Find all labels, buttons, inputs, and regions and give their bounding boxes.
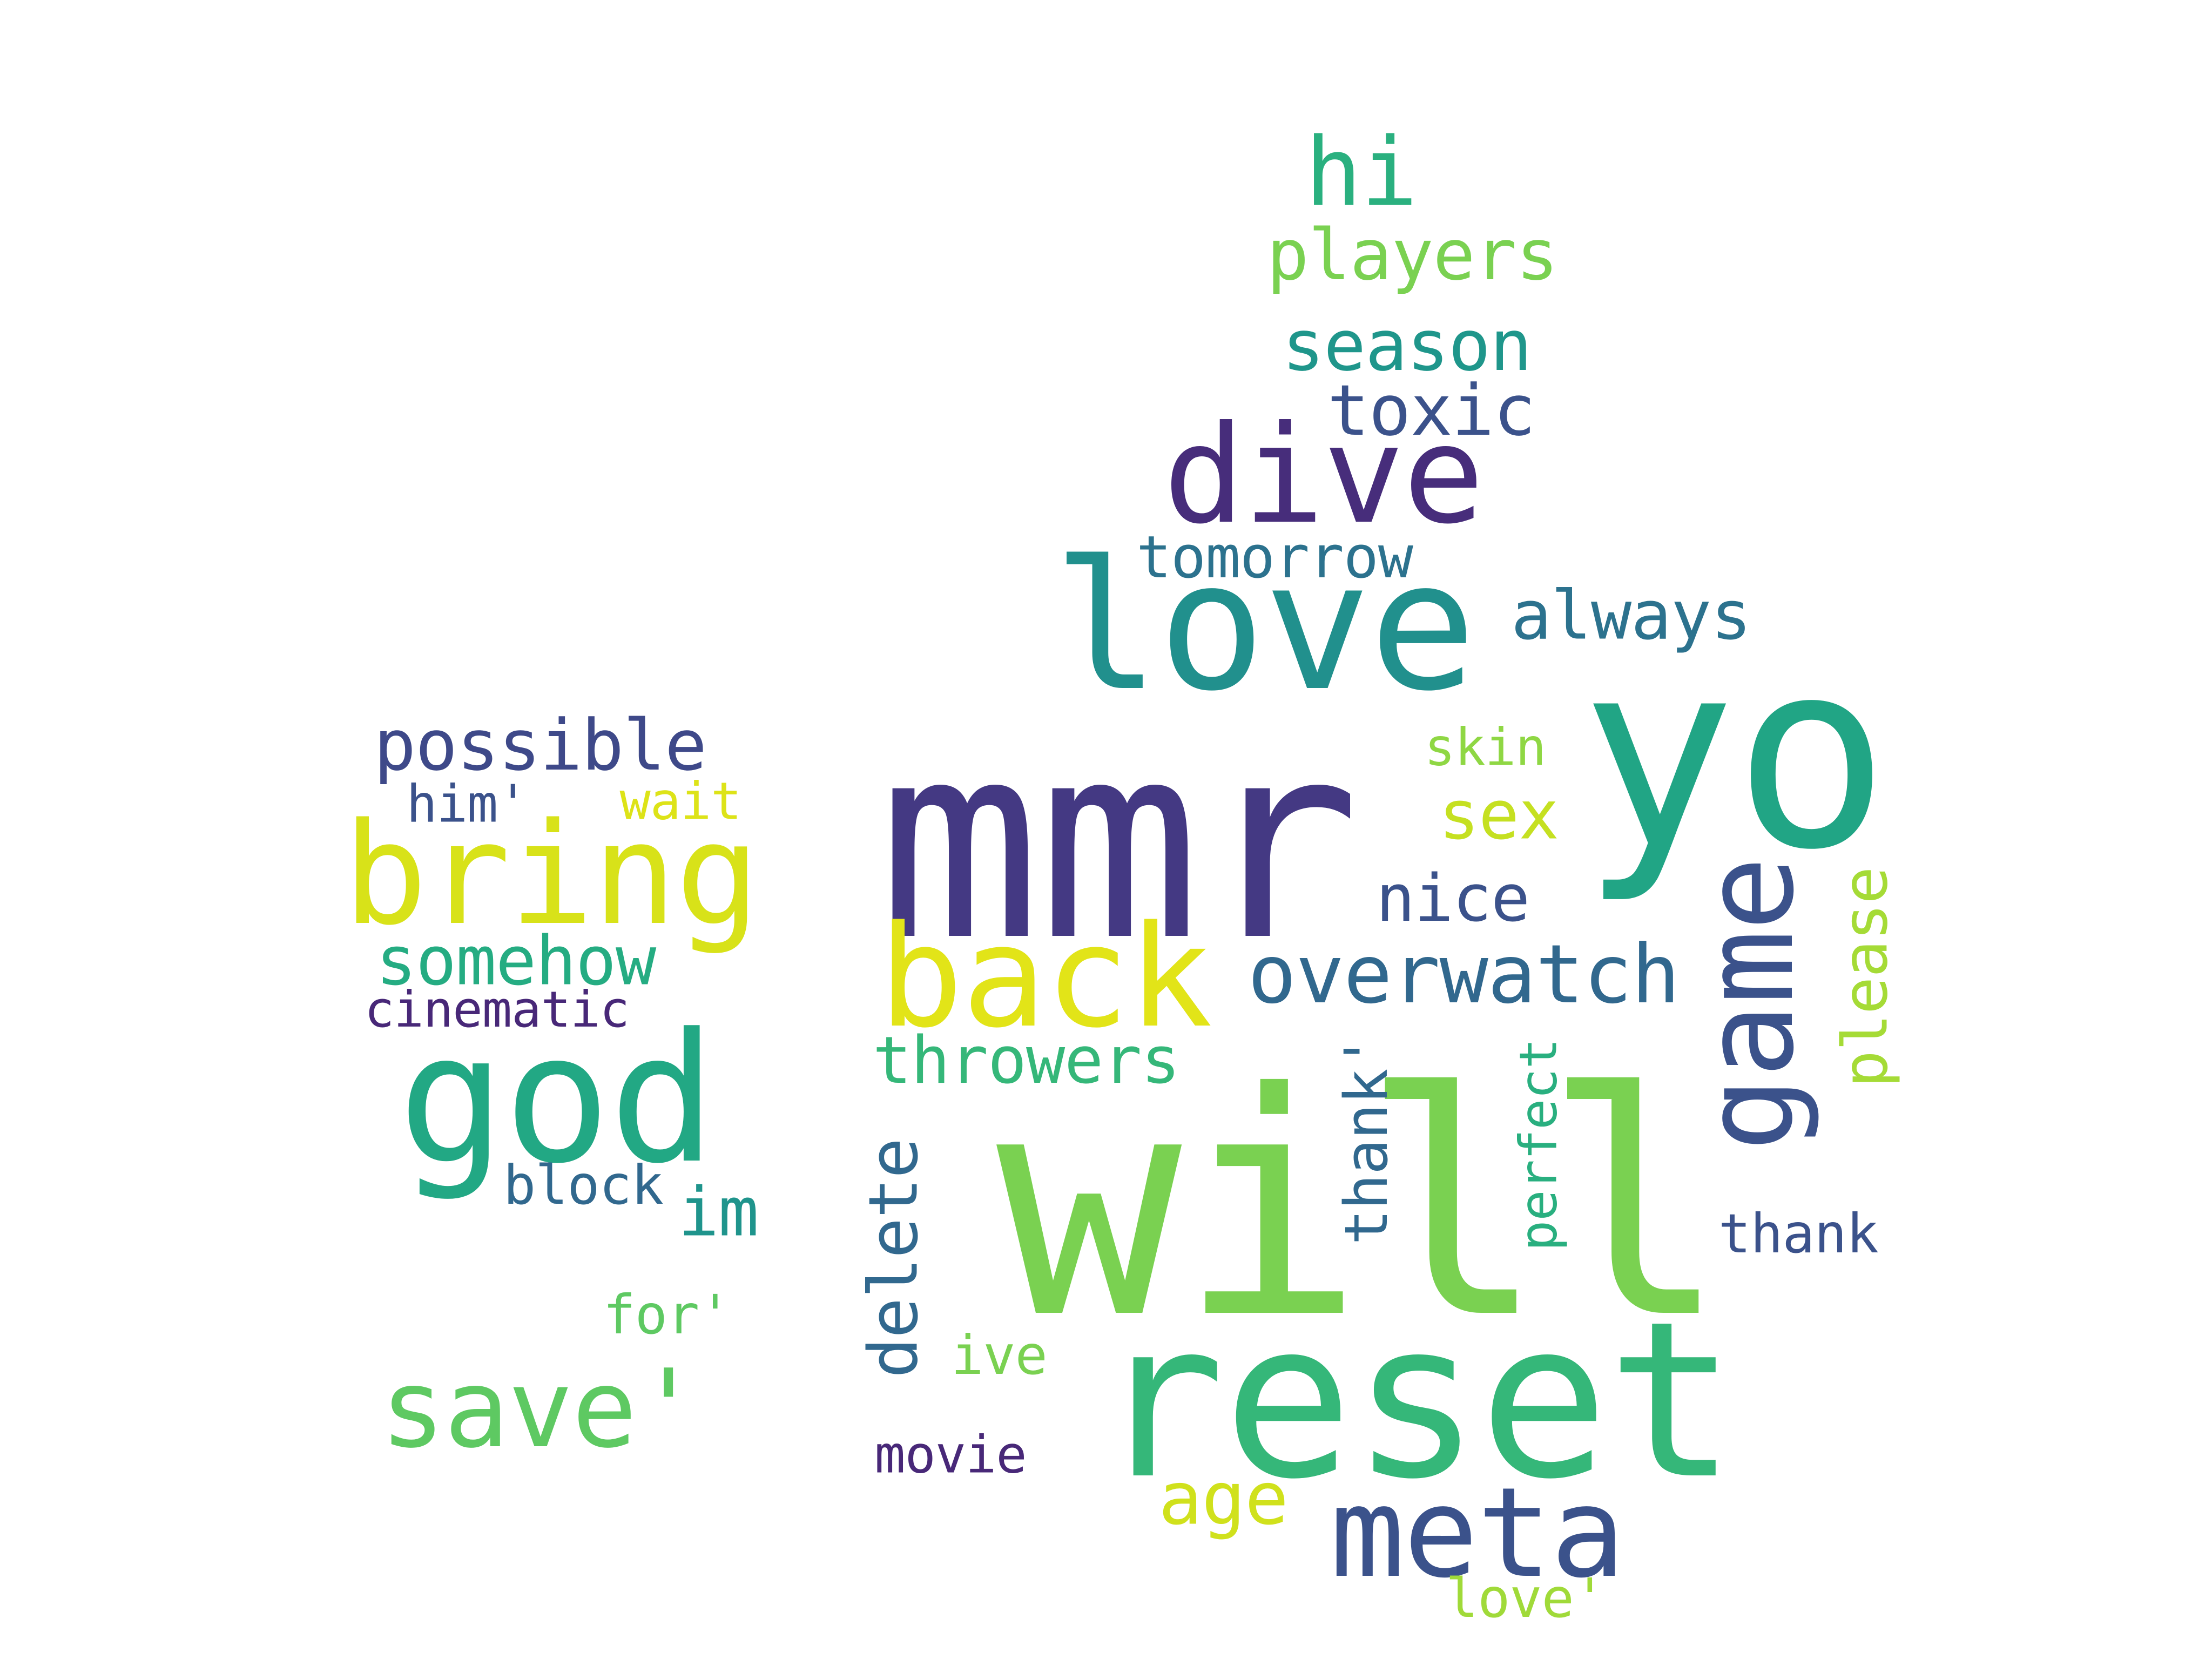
word-tomorrow: tomorrow: [1136, 524, 1413, 591]
word-will: will: [996, 1028, 1729, 1386]
word-love: love: [1053, 523, 1476, 730]
word-mmr: mmr: [878, 685, 1360, 1000]
word-please: please: [1829, 867, 1902, 1088]
word-overwatch: overwatch: [1247, 928, 1680, 1022]
word-thank-quote: thank': [1332, 1034, 1401, 1245]
word-possible: possible: [374, 704, 707, 786]
word-cinematic: cinematic: [364, 981, 630, 1038]
word-sex: sex: [1438, 776, 1559, 855]
word-dive: dive: [1163, 396, 1485, 554]
word-age: age: [1158, 1456, 1289, 1541]
word-for: for': [603, 1283, 732, 1346]
word-yo: yo: [1580, 605, 1890, 907]
word-season: season: [1282, 305, 1532, 387]
word-movie: movie: [874, 1425, 1027, 1485]
word-skin: skin: [1424, 718, 1547, 778]
word-bring: bring: [343, 793, 760, 956]
word-meta: meta: [1330, 1461, 1626, 1606]
word-nice: nice: [1375, 861, 1530, 936]
word-players: players: [1266, 214, 1559, 296]
word-thank: thank: [1718, 1202, 1879, 1265]
word-ive: ive: [951, 1324, 1048, 1387]
word-reset: reset: [1095, 1276, 1737, 1527]
word-him: him': [406, 774, 529, 834]
word-wait: wait: [619, 772, 742, 832]
word-back: back: [879, 896, 1212, 1059]
word-god: god: [397, 995, 716, 1203]
word-im: im: [678, 1173, 759, 1252]
word-save: save': [380, 1346, 701, 1472]
word-block: block: [503, 1154, 664, 1217]
word-game: game: [1677, 857, 1822, 1152]
word-toxic: toxic: [1327, 369, 1536, 451]
word-somehow: somehow: [375, 922, 656, 1001]
word-throwers: throwers: [872, 1023, 1181, 1098]
word-hi: hi: [1305, 118, 1418, 228]
word-love-quote: love': [1445, 1567, 1606, 1630]
word-perfect: perfect: [1509, 1038, 1569, 1251]
word-always: always: [1510, 576, 1751, 655]
word-delete: delete: [854, 1138, 933, 1379]
